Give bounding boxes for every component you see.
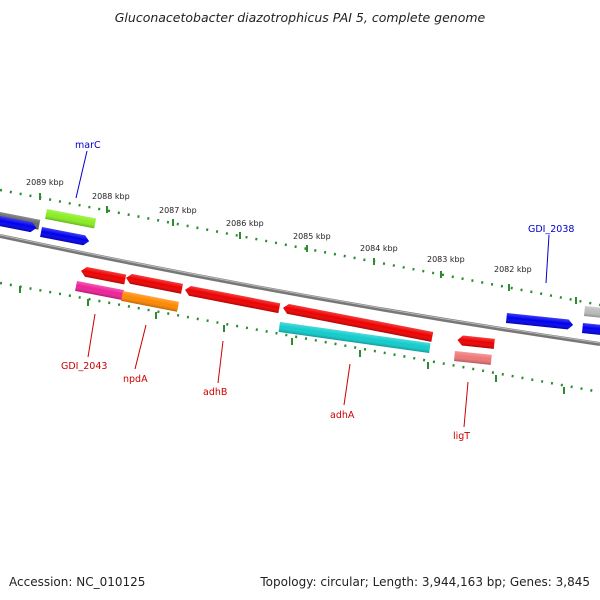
gene-arrow[interactable] (40, 227, 90, 246)
genome-summary-text: Topology: circular; Length: 3,944,163 bp… (260, 575, 590, 589)
scale-label: 2087 kbp (159, 206, 197, 215)
gene-label-adha[interactable]: adhA (330, 410, 355, 421)
gene-arrow[interactable] (457, 335, 495, 349)
gene-arrow[interactable] (125, 273, 183, 294)
accession-text: Accession: NC_010125 (9, 575, 146, 589)
leader-line-gdi2043 (87, 313, 96, 358)
gene-arrow[interactable] (453, 351, 492, 365)
leader-line-adhb (217, 340, 224, 384)
inner-scale-ticks (19, 286, 565, 394)
leader-line-adha (343, 363, 351, 406)
scale-labels: 2089 kbp 2088 kbp 2087 kbp 2086 kbp 2085… (26, 178, 532, 274)
genome-backbone-highlight (0, 234, 600, 344)
gene-arrow[interactable] (581, 323, 600, 337)
gene-label-adhb[interactable]: adhB (203, 387, 227, 398)
leader-line-marC (75, 150, 88, 199)
gene-arrow[interactable] (505, 313, 574, 330)
gene-arrow[interactable] (583, 306, 600, 320)
leader-line-gdi2038 (545, 234, 550, 284)
inner-scale-line (0, 281, 600, 394)
scale-label: 2086 kbp (226, 219, 264, 228)
outer-scale-line (0, 188, 600, 307)
gene-label-npda[interactable]: npdA (123, 374, 148, 385)
gene-label-gdi2043[interactable]: GDI_2043 (61, 361, 107, 372)
scale-label: 2089 kbp (26, 178, 64, 187)
gene-labels: marC GDI_2038 GDI_2043 npdA adhB adhA li… (61, 140, 574, 442)
map-title: Gluconacetobacter diazotrophicus PAI 5, … (114, 10, 486, 25)
gene-label-marC[interactable]: marC (75, 140, 101, 151)
gene-label-ligt[interactable]: ligT (453, 431, 470, 442)
gene-arrow[interactable] (0, 214, 37, 233)
gene-arrow[interactable] (282, 303, 434, 342)
leader-line-npda (134, 324, 147, 370)
scale-label: 2085 kbp (293, 232, 331, 241)
scale-label: 2082 kbp (494, 265, 532, 274)
outer-scale-ticks (39, 193, 577, 304)
gene-arrow[interactable] (121, 291, 179, 312)
gene-arrow[interactable] (80, 266, 127, 285)
scale-label: 2088 kbp (92, 192, 130, 201)
gene-arrow[interactable] (45, 209, 97, 229)
genome-backbone (0, 234, 600, 346)
scale-label: 2084 kbp (360, 244, 398, 253)
scale-label: 2083 kbp (427, 255, 465, 264)
gene-arrow[interactable] (184, 285, 281, 314)
label-leaders (75, 150, 550, 428)
reverse-genes (75, 266, 495, 365)
gene-label-gdi2038[interactable]: GDI_2038 (528, 224, 574, 235)
gene-arrow[interactable] (75, 281, 125, 300)
gene-arrow[interactable] (278, 322, 431, 354)
leader-line-ligt (463, 381, 469, 428)
forward-genes (0, 209, 600, 337)
